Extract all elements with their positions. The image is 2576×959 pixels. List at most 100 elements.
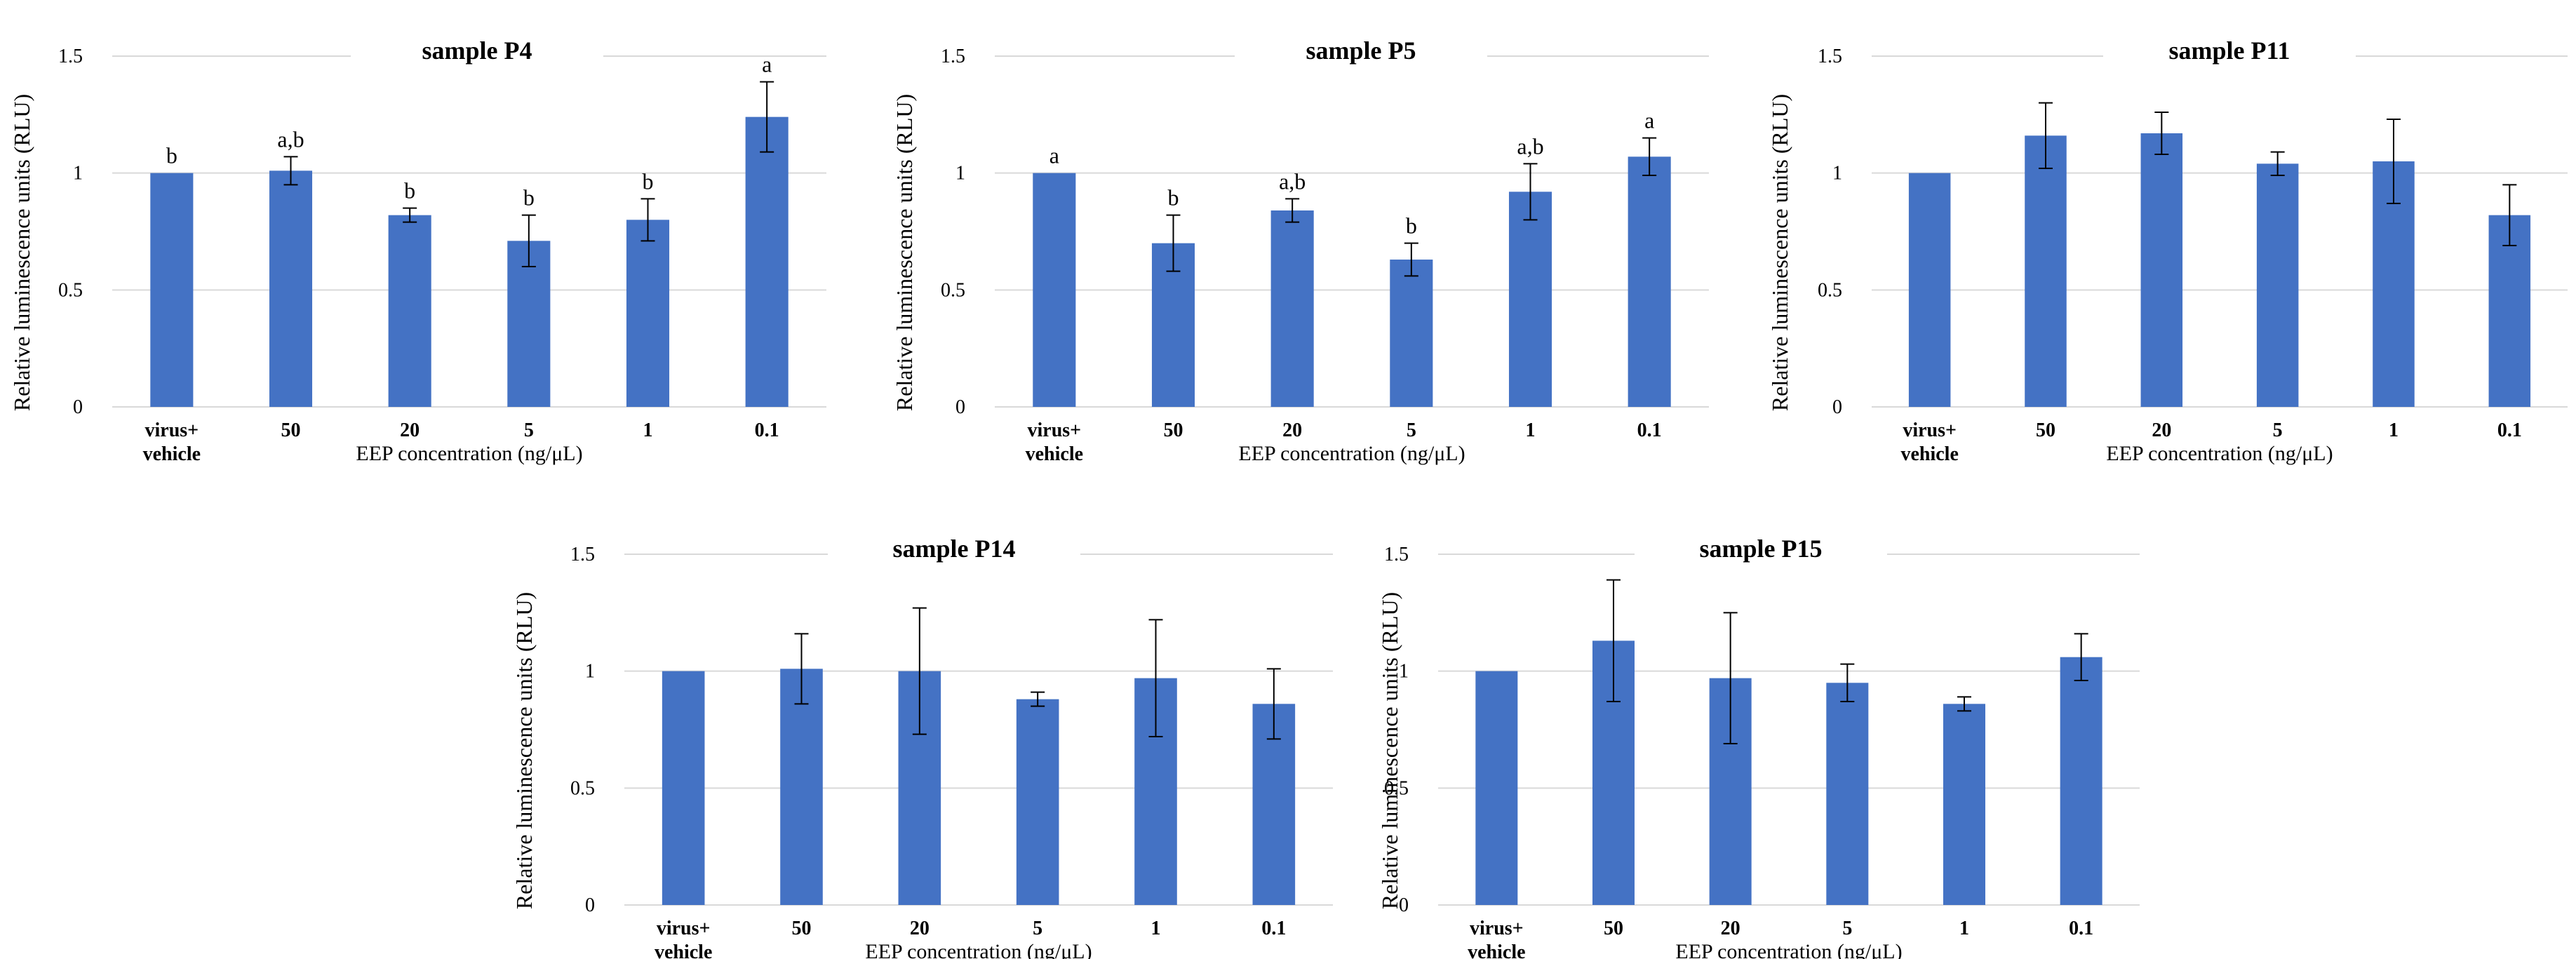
significance-label: b xyxy=(643,168,654,194)
title-background xyxy=(2103,31,2356,70)
significance-label: a,b xyxy=(1517,133,1543,159)
x-tick-label: 1 xyxy=(1151,918,1161,939)
x-tick-label: virus+ vehicle xyxy=(655,918,712,959)
bar xyxy=(1826,683,1869,905)
y-tick-label: 1 xyxy=(1832,163,1842,185)
y-axis-label: Relative luminescence units (RLU) xyxy=(1767,94,1792,411)
y-tick-label: 0 xyxy=(955,396,965,418)
x-axis-label: EEP concentration (ng/μL) xyxy=(1238,442,1465,465)
y-tick-label: 1.5 xyxy=(1384,544,1409,565)
title-background xyxy=(351,31,603,70)
x-tick-label: 0.1 xyxy=(1261,918,1286,939)
bar xyxy=(269,170,313,408)
significance-label: b xyxy=(166,143,177,168)
x-axis-label: EEP concentration (ng/μL) xyxy=(1675,940,1902,959)
significance-label: b xyxy=(1406,213,1417,239)
x-tick-label: 5 xyxy=(524,420,534,441)
y-tick-label: 0.5 xyxy=(58,279,83,301)
x-tick-label: 1 xyxy=(1959,918,1969,939)
chart-title: sample P5 xyxy=(1306,36,1416,65)
chart-title: sample P14 xyxy=(893,535,1016,563)
significance-label: a,b xyxy=(277,126,304,152)
x-tick-label: 5 xyxy=(1842,918,1852,939)
bar xyxy=(1390,260,1433,407)
chart-panel-3: 0 0.5 1 1.5 sample P14 Relative luminescence … xyxy=(511,529,1333,959)
x-tick-label: virus+ vehicle xyxy=(1900,420,1958,465)
x-tick-label: 1 xyxy=(1526,420,1536,441)
bar xyxy=(2140,133,2183,407)
x-tick-label: 0.1 xyxy=(755,420,779,441)
y-tick-label: 0 xyxy=(585,894,595,916)
y-tick-label: 1 xyxy=(585,661,595,683)
y-tick-label: 0.5 xyxy=(941,279,965,301)
x-axis-label: EEP concentration (ng/μL) xyxy=(2106,442,2333,465)
chart-panel-4: 0 0.5 1 1.5 sample P15 Relative luminescence … xyxy=(1377,529,2140,959)
x-tick-label: 20 xyxy=(1282,420,1302,441)
y-tick-label: 1 xyxy=(73,163,83,185)
y-tick-label: 1 xyxy=(955,163,965,185)
y-axis-label: Relative luminescence units (RLU) xyxy=(511,592,537,909)
significance-label: a xyxy=(762,52,772,77)
x-tick-label: 50 xyxy=(1164,420,1183,441)
x-tick-label: 0.1 xyxy=(2069,918,2093,939)
x-tick-label: virus+ vehicle xyxy=(143,420,201,465)
bar xyxy=(388,215,431,407)
bar xyxy=(1508,192,1552,407)
chart-panel-2: 0 0.5 1 1.5 sample P11 Relative luminescence … xyxy=(1767,31,2568,465)
x-axis-label: EEP concentration (ng/μL) xyxy=(865,940,1092,959)
title-background xyxy=(1635,529,1887,568)
x-tick-label: 20 xyxy=(1721,918,1740,939)
significance-label: b xyxy=(1168,185,1179,210)
x-tick-label: 1 xyxy=(2389,420,2399,441)
significance-label: b xyxy=(523,185,535,210)
bar xyxy=(1016,699,1059,905)
y-tick-label: 0 xyxy=(1832,396,1842,418)
x-tick-label: 5 xyxy=(2273,420,2283,441)
bar xyxy=(1628,156,1671,408)
bar xyxy=(1475,671,1518,905)
y-tick-label: 0.5 xyxy=(1384,777,1409,799)
x-axis-label: EEP concentration (ng/μL) xyxy=(356,442,582,465)
bar xyxy=(662,671,705,905)
y-axis-label: Relative luminescence units (RLU) xyxy=(1377,592,1402,909)
x-tick-label: 20 xyxy=(2152,420,2171,441)
bar xyxy=(1943,704,1985,905)
bar xyxy=(2256,163,2299,408)
x-tick-label: 0.1 xyxy=(2497,420,2522,441)
significance-label: a xyxy=(1049,143,1059,168)
bar xyxy=(780,669,823,905)
chart-title: sample P15 xyxy=(1700,535,1823,563)
bar xyxy=(1270,210,1314,407)
x-tick-label: 50 xyxy=(792,918,812,939)
x-tick-label: virus+ vehicle xyxy=(1026,420,1083,465)
y-axis-label: Relative luminescence units (RLU) xyxy=(9,94,34,411)
x-tick-label: 50 xyxy=(281,420,301,441)
bar xyxy=(626,220,670,407)
y-tick-label: 0.5 xyxy=(570,777,595,799)
bar xyxy=(150,173,194,407)
bar xyxy=(507,241,551,407)
significance-label: a,b xyxy=(1279,168,1306,194)
x-tick-label: 1 xyxy=(643,420,653,441)
chart-panel-1: 0 0.5 1 1.5 sample P5 Relative luminescence u… xyxy=(892,31,1709,465)
significance-label: b xyxy=(404,178,415,203)
chart-title: sample P11 xyxy=(2168,36,2290,65)
x-tick-label: 50 xyxy=(1604,918,1623,939)
x-tick-label: 20 xyxy=(910,918,930,939)
chart-title: sample P4 xyxy=(422,36,532,65)
bar xyxy=(745,116,789,407)
y-tick-label: 0 xyxy=(73,396,83,418)
y-tick-label: 1.5 xyxy=(570,544,595,565)
title-background xyxy=(828,529,1080,568)
x-tick-label: 50 xyxy=(2036,420,2055,441)
y-tick-label: 1 xyxy=(1399,661,1409,683)
x-tick-label: 5 xyxy=(1033,918,1042,939)
bar xyxy=(2488,215,2531,407)
y-tick-label: 0 xyxy=(1399,894,1409,916)
bar xyxy=(2025,135,2067,408)
y-tick-label: 1.5 xyxy=(1818,46,1842,67)
y-axis-label: Relative luminescence units (RLU) xyxy=(892,94,917,411)
x-tick-label: 5 xyxy=(1407,420,1416,441)
bar xyxy=(1908,173,1951,407)
